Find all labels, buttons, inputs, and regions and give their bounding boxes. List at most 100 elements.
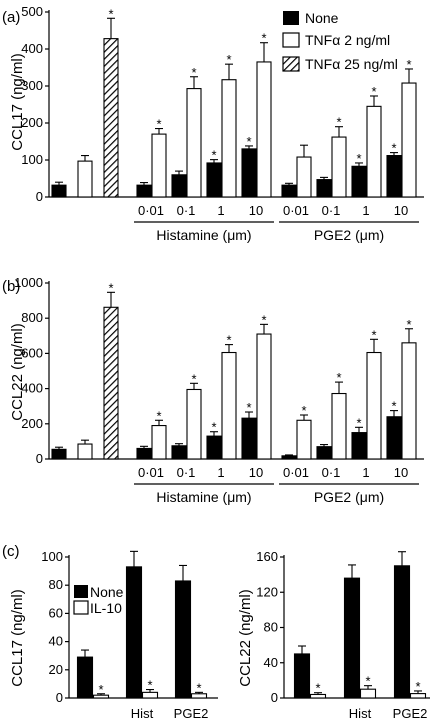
panel-a-category-label: 0·1: [177, 203, 196, 218]
panel-b-g0-tnf2-3: [256, 333, 272, 460]
panel-c-right-plot: 0 40 80 120 160 * * Hist * PGE2: [256, 549, 430, 721]
panel-a-g0-none-0: [136, 184, 152, 198]
panel-b-category-label: 1: [362, 465, 369, 480]
legend-label-tnf25: TNFα 25 ng/ml: [305, 56, 398, 72]
panel-a-category-label: 0·01: [283, 203, 309, 218]
panel-a-category-label: 10: [249, 203, 263, 218]
legend-label-tnf2: TNFα 2 ng/ml: [305, 32, 390, 48]
panel-b-g0-tnf2-2-significance: *: [226, 333, 231, 348]
panel-a-y-tick-label: 100: [21, 152, 43, 167]
panel-c-right-y-tick-label: 80: [264, 620, 278, 635]
panel-b-g0-tnf2-3-significance: *: [261, 312, 266, 327]
legend-swatch-tnf2: [282, 32, 300, 48]
panel-c-left-il10-0: [92, 694, 110, 699]
panel-b-category-label: 0·01: [283, 465, 309, 480]
legend-label-il10: IL-10: [90, 600, 122, 616]
panel-c-left-y-tick-label: 100: [41, 549, 63, 564]
panel-c-right-category-label: PGE2: [393, 706, 428, 721]
panel-c-right-none-1: [343, 577, 361, 699]
panel-c-left-il10-1: [141, 691, 159, 699]
panel-c-left-none-1: [125, 566, 143, 699]
panel-b-g0-tnf2-0: [151, 425, 167, 460]
panel-a-y-tick-label: 0: [36, 189, 43, 204]
panel-a-g1-none-3: [386, 155, 402, 198]
panel-b-g1-none-2-significance: *: [356, 415, 361, 430]
panel-a-control-tnf25: [103, 38, 119, 198]
panel-c-right-y-tick-label: 40: [264, 655, 278, 670]
panel-a-g1-tnf2-1-significance: *: [336, 115, 341, 130]
panel-b-y-tick-label: 200: [21, 416, 43, 431]
panel-b-group-label: Histamine (μm): [156, 489, 251, 505]
panel-c-right-il10-1: [359, 688, 377, 699]
panel-c-right-none-2: [393, 565, 411, 699]
panel-b-control-tnf25-significance: *: [108, 280, 113, 295]
panel-a-legend: None TNFα 2 ng/ml TNFα 25 ng/ml: [282, 10, 398, 72]
panel-b-y-tick-label: 0: [36, 451, 43, 466]
panel-b-g0-none-2: [206, 435, 222, 460]
panel-c-left-il10-0-significance: *: [98, 682, 103, 697]
panel-a-ylabel: CCL17 (ng/ml): [9, 53, 26, 151]
panel-c-right-il10-2-significance: *: [415, 679, 420, 694]
panel-a-label: (a): [2, 9, 20, 26]
panel-a-g0-tnf2-1-significance: *: [191, 65, 196, 80]
panel-a-g0-tnf2-2: [221, 79, 237, 198]
panel-a-g0-tnf2-0-significance: *: [156, 117, 161, 132]
panel-a-g1-none-2-significance: *: [356, 151, 361, 166]
panel-c-left-il10-2-significance: *: [196, 680, 201, 695]
panel-c-legend: None IL-10: [73, 584, 124, 616]
panel-a-g1-tnf2-1: [331, 136, 347, 198]
panel-a-g1-none-1: [316, 179, 332, 198]
panel-a-control-tnf2: [77, 160, 93, 198]
panel-b-g1-tnf2-0: [296, 419, 312, 460]
panel-a-g0-none-3: [241, 148, 257, 198]
panel-b-control-none: [51, 448, 67, 460]
panel-a-control-none: [51, 184, 67, 198]
panel-b-category-label: 0·1: [177, 465, 196, 480]
panel-b-g0-none-3-significance: *: [246, 400, 251, 415]
panel-a-g1-none-0: [281, 184, 297, 198]
panel-c-left-y-tick-label: 0: [56, 690, 63, 705]
panel-c-left-plot: 0 20 40 60 80 100 * * Hist * PGE2: [41, 549, 218, 721]
panel-b-g0-none-3: [241, 417, 257, 460]
panel-a-g0-tnf2-1: [186, 88, 202, 198]
panel-b-y-tick-label: 1000: [14, 275, 43, 290]
legend-swatch-il10: [73, 600, 89, 615]
panel-c-right-category-label: Hist: [349, 706, 372, 721]
panel-b-group-label: PGE2 (μm): [314, 489, 384, 505]
panel-b-label: (b): [2, 278, 20, 295]
panel-b-g0-none-0: [136, 447, 152, 460]
panel-c-left-y-tick-label: 80: [49, 577, 63, 592]
legend-swatch-none: [283, 11, 299, 25]
panel-a-g0-none-2: [206, 162, 222, 198]
panel-a-g0-tnf2-3-significance: *: [261, 31, 266, 46]
panel-b-category-label: 10: [249, 465, 263, 480]
panel-a-y-tick-label: 500: [21, 4, 43, 19]
panel-b-control-tnf2: [77, 443, 93, 460]
panel-a-g0-none-2-significance: *: [211, 148, 216, 163]
panel-b-category-label: 10: [394, 465, 408, 480]
panel-b-g0-none-2-significance: *: [211, 420, 216, 435]
panel-a: (a) CCL17 (ng/ml) 0 100 200 300 400 500 * * 0·01…: [2, 4, 424, 243]
panel-a-g1-tnf2-2-significance: *: [371, 84, 376, 99]
panel-b-g1-tnf2-0-significance: *: [301, 403, 306, 418]
panel-a-g0-tnf2-0: [151, 133, 167, 198]
panel-b-category-label: 1: [217, 465, 224, 480]
panel-a-group-label: Histamine (μm): [156, 227, 251, 243]
panel-a-g0-tnf2-2-significance: *: [226, 52, 231, 67]
panel-c-right-il10-2: [409, 693, 427, 699]
legend-swatch-tnf25: [282, 56, 300, 72]
panel-b-g1-none-2: [351, 432, 367, 460]
panel-c-left-none-0: [76, 656, 94, 699]
panel-b-g1-none-1: [316, 446, 332, 460]
panel-b-g1-tnf2-1: [331, 392, 347, 460]
panel-c-ylabel-left: CCL17 (ng/ml): [9, 589, 26, 687]
panel-b-g1-tnf2-3-significance: *: [406, 317, 411, 332]
panel-a-control-tnf25-significance: *: [108, 6, 113, 21]
panel-a-category-label: 0·1: [322, 203, 341, 218]
legend-label-none-c: None: [90, 584, 124, 600]
panel-b-g1-none-3-significance: *: [391, 399, 396, 414]
panel-c-right-y-tick-label: 120: [256, 584, 278, 599]
panel-c-right-il10-0-significance: *: [315, 681, 320, 696]
panel-a-y-tick-label: 300: [21, 78, 43, 93]
